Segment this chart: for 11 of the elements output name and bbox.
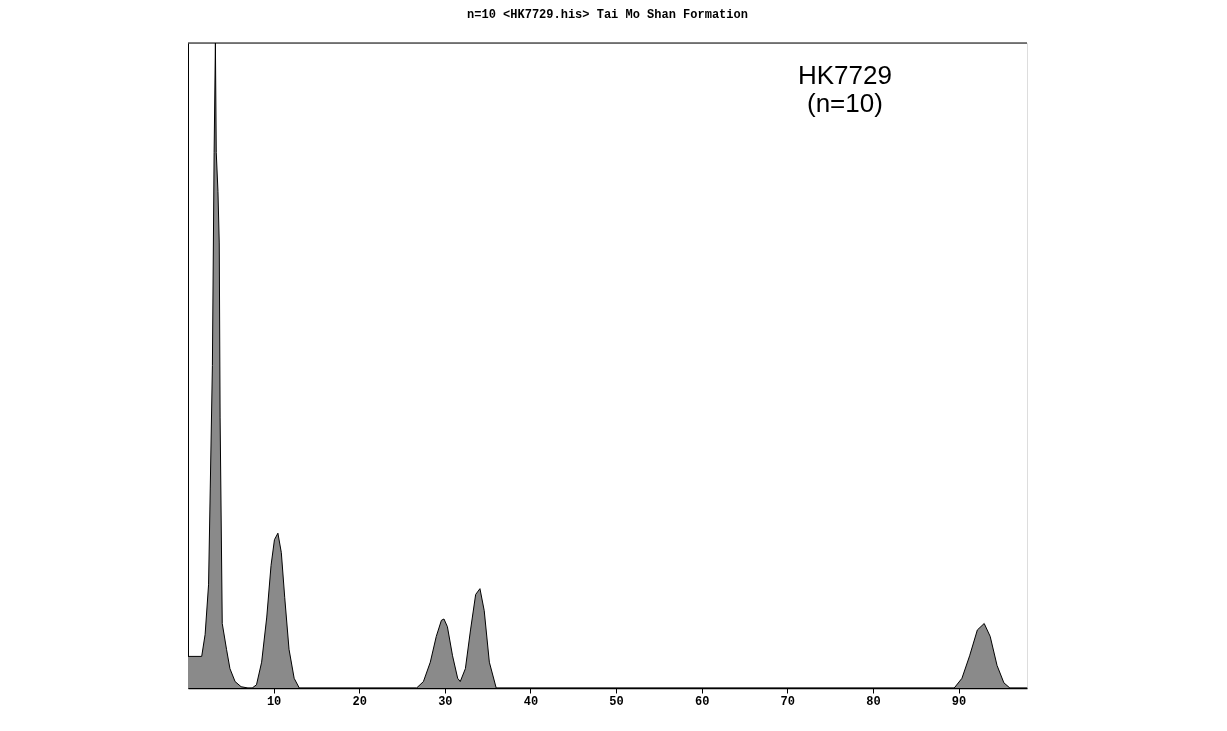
- x-tick-label: 30: [438, 694, 453, 709]
- x-tick-label: 90: [951, 694, 967, 709]
- annotation: HK7729 (n=10): [797, 60, 892, 118]
- x-tick-label: 70: [780, 694, 795, 709]
- x-tick-label: 10: [266, 694, 282, 709]
- chart-title: n=10 <HK7729.his> Tai Mo Shan Formation: [467, 8, 748, 22]
- x-tick-label: 60: [694, 694, 710, 709]
- x-tick-label: 50: [609, 694, 624, 709]
- x-tick-label: 80: [866, 694, 881, 709]
- x-tick-label: 40: [523, 694, 539, 709]
- x-tick-label: 20: [352, 694, 367, 709]
